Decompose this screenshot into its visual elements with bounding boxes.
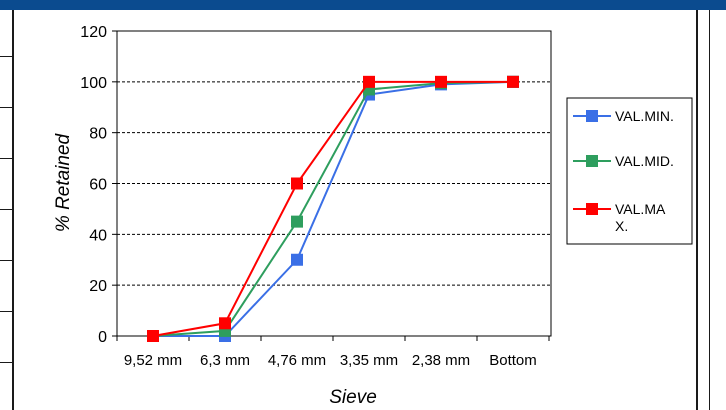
x-tick-label: 2,38 mm (412, 352, 470, 369)
legend-marker (586, 155, 598, 167)
y-tick-label: 20 (89, 278, 107, 295)
legend-box (566, 97, 693, 245)
y-axis-label: % Retained (53, 132, 74, 232)
series-line (153, 80, 514, 337)
x-tick-label: 9,52 mm (124, 352, 182, 369)
data-point (219, 317, 231, 330)
table-rule (0, 311, 12, 312)
table-rule (0, 158, 12, 159)
data-point (291, 177, 303, 190)
x-tick-label: 6,3 mm (200, 352, 250, 369)
x-axis-label: Sieve (329, 387, 377, 408)
legend-label: VAL.MA (615, 201, 666, 217)
data-point (435, 75, 447, 88)
y-tick-label: 120 (80, 24, 107, 41)
series-group (147, 75, 519, 342)
data-point (291, 253, 303, 266)
x-tick-label: 3,35 mm (340, 352, 398, 369)
legend-marker (586, 203, 598, 215)
series-line (152, 80, 514, 337)
legend-marker (586, 110, 598, 122)
data-point (291, 215, 303, 228)
data-point (363, 75, 375, 88)
right-table-rule (709, 10, 710, 410)
legend-label: VAL.MIN. (615, 108, 674, 124)
legend-label: X. (615, 218, 628, 234)
legend-label: VAL.MID. (615, 153, 674, 169)
table-rule (0, 107, 12, 108)
x-tick-label: Bottom (489, 352, 537, 369)
x-axis-ticks: 9,52 mm 6,3 mm 4,76 mm 3,35 mm 2,38 mm Bottom (116, 336, 550, 369)
series-line (152, 80, 513, 337)
data-point (147, 330, 159, 342)
y-tick-label: 60 (89, 177, 107, 194)
table-rule (0, 56, 12, 57)
x-tick-label: 4,76 mm (268, 352, 326, 369)
table-rule (0, 209, 12, 210)
y-tick-label: 80 (89, 126, 107, 143)
series-3 (147, 75, 519, 342)
legend: VAL.MIN. VAL.MID. VAL.MAX. (573, 108, 674, 234)
data-point (507, 75, 519, 88)
right-table-edge (696, 10, 726, 410)
y-tick-label: 40 (89, 227, 107, 244)
y-axis-ticks: 0 20 40 60 80 100 120 (80, 24, 117, 346)
table-rule (0, 362, 12, 363)
y-tick-label: 100 (80, 75, 107, 92)
top-band (0, 0, 726, 10)
table-rule (0, 260, 12, 261)
y-tick-label: 0 (98, 329, 107, 346)
left-table-edge (0, 10, 14, 410)
